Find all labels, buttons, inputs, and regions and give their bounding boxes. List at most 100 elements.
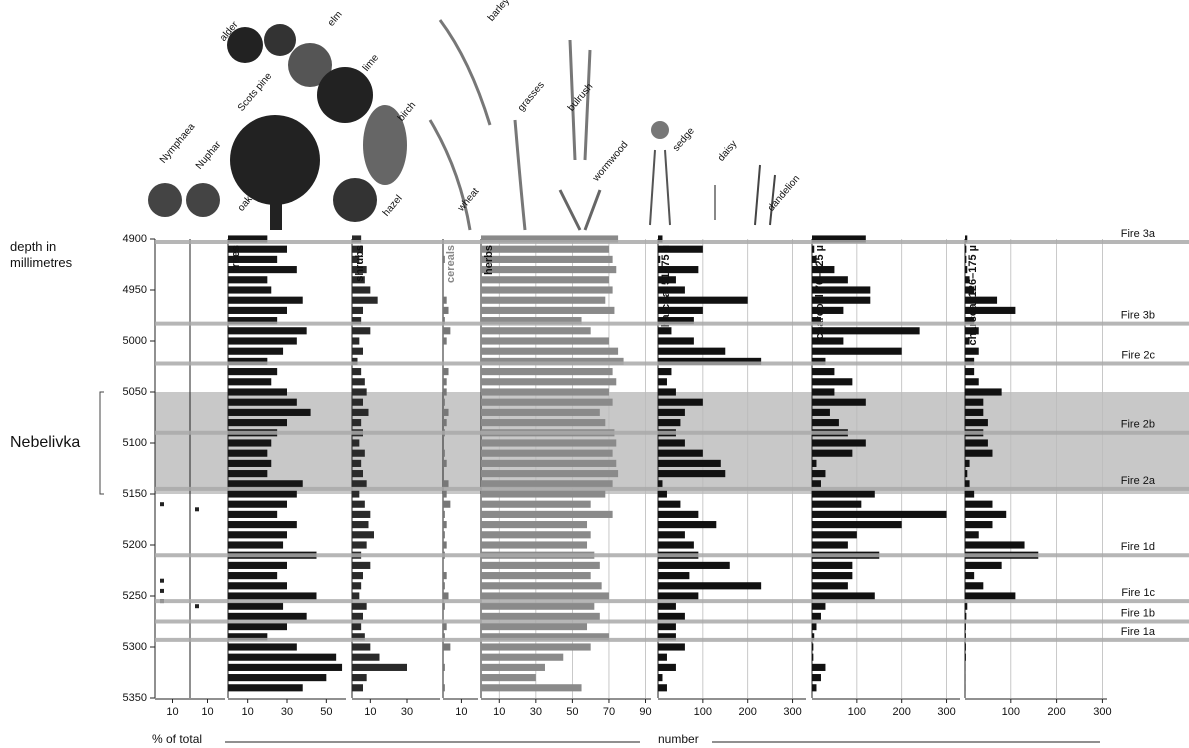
bar [965,572,974,579]
bar [965,490,974,497]
bar [965,582,983,589]
bar [228,654,336,661]
bar [443,409,449,416]
bar [812,480,821,487]
illustration-label: wormwood [590,140,630,185]
bar [481,572,591,579]
bar [965,603,967,610]
bar [658,388,676,395]
bar [443,582,445,589]
dot [195,604,199,608]
bar [443,368,449,375]
bar [228,521,297,528]
illustration-label: barley [486,0,512,24]
bar [481,531,591,538]
bar [352,286,370,293]
bar [443,399,445,406]
bar [812,490,875,497]
bar [481,286,613,293]
bar [658,399,703,406]
bar [812,582,848,589]
bar [658,684,667,691]
bar [658,643,685,650]
event-label: Fire 1b [1121,607,1155,619]
bar [812,603,825,610]
bar [352,460,361,467]
x-tick-label: 50 [566,706,578,718]
bar [481,368,613,375]
y-tick-label: 4950 [123,284,147,296]
bar [965,541,1025,548]
bar [352,613,363,620]
bar [481,460,616,467]
bar [352,337,359,344]
bar [965,511,1006,518]
bar [481,603,594,610]
bar [965,521,992,528]
bar [443,511,445,518]
bar [228,439,271,446]
bar [481,470,618,477]
x-tick-label: 30 [281,706,293,718]
bar [965,378,979,385]
bar [352,388,367,395]
bar [965,348,979,355]
bar [228,409,311,416]
bar [443,388,447,395]
bar [352,327,370,334]
event-label: Fire 2c [1121,349,1155,361]
bar [965,480,970,487]
bar [352,664,407,671]
bar [481,409,600,416]
bar [443,307,449,314]
bar [481,297,605,304]
bar [812,623,816,630]
x-tick-label: 90 [639,706,651,718]
bar [812,613,821,620]
bar [352,623,361,630]
illustration-label: birch [396,100,418,124]
panel-label: charcoal 51–75 µ [660,245,672,333]
bar [658,460,721,467]
bar [352,592,359,599]
bar [352,399,363,406]
event-label: Fire 1d [1121,541,1155,553]
bar [658,511,698,518]
bar [965,592,1015,599]
bar [228,490,297,497]
bar [658,654,667,661]
bar [658,572,689,579]
bar [443,521,447,528]
bar [443,664,445,671]
bar [658,603,676,610]
zone-bracket [100,392,104,494]
bar [443,572,447,579]
bar [965,531,979,538]
bar [481,684,582,691]
x-tick-label: 30 [530,706,542,718]
bar [812,470,825,477]
illustration-label: hazel [381,193,405,218]
bar [352,643,370,650]
bar [481,562,600,569]
bar [443,501,450,508]
bar [443,297,447,304]
bar [352,368,361,375]
dot [160,579,164,583]
bar [228,643,297,650]
illustration-label: sedge [671,125,697,153]
x-tick-label: 300 [1093,706,1111,718]
bar [658,541,694,548]
bar [481,419,605,426]
illustration-label: daisy [716,139,739,164]
illustration-label: Scots pine [236,70,275,113]
y-tick-label: 5200 [123,539,147,551]
bar [228,674,326,681]
y-tick-label: 5000 [123,335,147,347]
bar [228,388,287,395]
bar [658,470,725,477]
dot [160,589,164,593]
y-axis-label-line: depth in [10,239,56,254]
illustration-label: wheat [455,186,481,214]
